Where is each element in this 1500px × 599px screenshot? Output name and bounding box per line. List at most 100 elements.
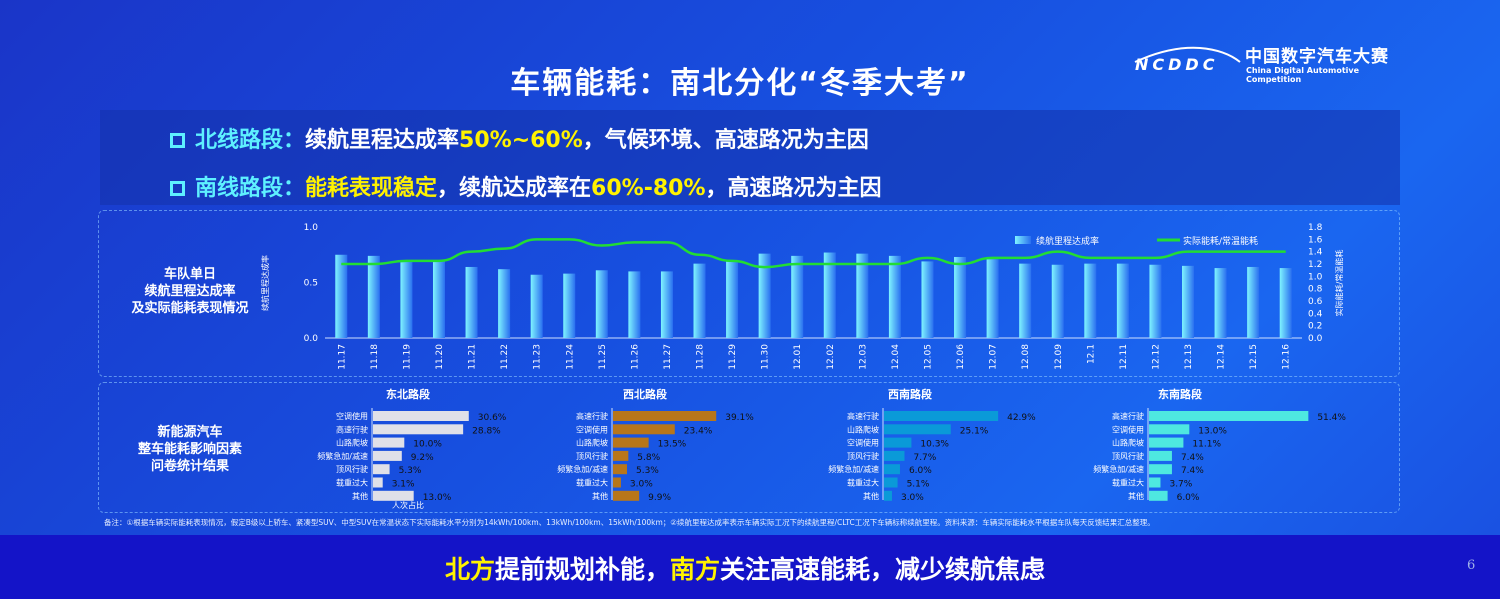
- survey-bar: [1149, 437, 1184, 448]
- survey-category: 载重过大: [336, 478, 368, 488]
- survey-bar: [884, 464, 900, 475]
- survey-value: 3.0%: [901, 493, 924, 503]
- x-tick-label: 12.03: [858, 344, 868, 370]
- survey-value: 51.4%: [1317, 413, 1346, 423]
- x-tick-label: 12.12: [1151, 344, 1161, 370]
- survey-value: 3.0%: [630, 480, 653, 490]
- survey-bar: [1149, 490, 1168, 501]
- survey-value: 5.3%: [636, 466, 659, 476]
- y2-tick-label: 0.6: [1308, 297, 1323, 307]
- survey-value: 3.1%: [392, 480, 415, 490]
- x-tick-label: 11.30: [761, 344, 771, 370]
- survey-category: 频繁急加/减速: [828, 464, 879, 474]
- survey-panel: [98, 382, 1400, 513]
- y2-tick-label: 1.8: [1308, 223, 1323, 233]
- survey-bar: [884, 437, 912, 448]
- x-tick-label: 11.23: [533, 344, 543, 370]
- survey-category: 高速行驶: [847, 411, 879, 421]
- summary-box: 北线路段：续航里程达成率50%~60%，气候环境、高速路况为主因 南线路段：能耗…: [100, 110, 1400, 205]
- survey-value: 10.0%: [413, 440, 442, 450]
- south-text: ，续航达成率在: [437, 176, 592, 201]
- survey-category: 顶风行驶: [576, 451, 608, 461]
- x-tick-label: 12.01: [793, 344, 803, 370]
- survey-value: 3.7%: [1169, 480, 1192, 490]
- survey-value: 25.1%: [960, 426, 989, 436]
- survey-bar: [373, 424, 464, 435]
- survey-category: 顶风行驶: [336, 464, 368, 474]
- x-tick-label: 12.05: [923, 344, 933, 370]
- survey-category: 载重过大: [576, 478, 608, 488]
- survey-bar: [1149, 477, 1161, 488]
- survey-bar: [1149, 424, 1190, 435]
- y-axis-label: 续航里程达成率: [260, 255, 270, 311]
- daily-chart-label: 车队单日 续航里程达成率 及实际能耗表现情况: [120, 266, 260, 317]
- y2-tick-label: 0.4: [1308, 309, 1323, 319]
- banner-highlight: 南方: [670, 555, 721, 584]
- survey-value: 30.6%: [478, 413, 507, 423]
- banner-highlight: 北方: [444, 555, 495, 584]
- x-tick-label: 12.07: [989, 344, 999, 370]
- survey-bar: [613, 411, 717, 421]
- survey-bar: [373, 411, 469, 421]
- y-tick-label: 1.0: [304, 223, 319, 233]
- survey-value: 7.4%: [1181, 466, 1204, 476]
- bar-12.12: [1149, 264, 1162, 338]
- survey-category: 空调使用: [336, 411, 368, 421]
- survey-value: 23.4%: [684, 426, 713, 436]
- legend-bar-swatch: [1015, 236, 1031, 244]
- bar-12.15: [1247, 266, 1260, 338]
- survey-value: 6.0%: [909, 466, 932, 476]
- logo-mark: NCDDC: [1135, 55, 1219, 74]
- x-tick-label: 12.14: [1217, 344, 1227, 370]
- survey-bar: [1149, 411, 1309, 421]
- south-label: 南线路段：: [195, 176, 306, 201]
- y2-tick-label: 0.8: [1308, 285, 1323, 295]
- bar-11.18: [367, 255, 380, 338]
- bar-11.26: [628, 271, 641, 338]
- x-tick-label: 12.15: [1249, 344, 1259, 370]
- survey-category: 高速行驶: [336, 424, 368, 434]
- survey-bar: [613, 477, 621, 488]
- survey-title: 东南路段: [1158, 387, 1202, 401]
- survey-category: 空调使用: [1112, 424, 1144, 434]
- x-tick-label: 12.16: [1282, 344, 1292, 370]
- bar-11.30: [758, 253, 771, 338]
- bottom-banner: [0, 535, 1500, 599]
- survey-value: 28.8%: [472, 426, 501, 436]
- survey-x-label: 人次占比: [392, 500, 424, 510]
- bar-12.02: [823, 252, 836, 338]
- x-tick-label: 11.17: [337, 344, 347, 370]
- x-tick-label: 11.18: [370, 344, 380, 370]
- y2-tick-label: 0.0: [1308, 334, 1323, 344]
- bar-11.20: [432, 261, 445, 338]
- survey-bar: [613, 437, 649, 448]
- survey-bar: [1149, 450, 1172, 461]
- bar-11.19: [400, 260, 413, 338]
- x-tick-label: 11.20: [435, 344, 445, 370]
- bar-11.24: [563, 273, 576, 338]
- survey-category: 其他: [863, 491, 879, 501]
- north-label: 北线路段：: [195, 128, 306, 153]
- x-tick-label: 11.22: [500, 344, 510, 370]
- survey-value: 9.2%: [411, 453, 434, 463]
- x-tick-label: 12.11: [1119, 344, 1129, 370]
- survey-category: 山路爬坡: [576, 438, 608, 448]
- survey-value: 13.0%: [1198, 426, 1227, 436]
- x-tick-label: 11.19: [402, 344, 412, 370]
- survey-bar: [884, 477, 898, 488]
- footnote: 备注：①根据车辆实际能耗表现情况，假定B级以上轿车、紧凑型SUV、中型SUV在常…: [104, 518, 1155, 527]
- y-tick-label: 0.0: [304, 334, 319, 344]
- survey-value: 5.1%: [907, 480, 930, 490]
- south-highlight: 能耗表现稳定: [305, 176, 438, 201]
- label-line: 新能源汽车: [157, 425, 223, 440]
- survey-bar: [373, 450, 402, 461]
- survey-category: 载重过大: [847, 478, 879, 488]
- south-highlight2: 60%-80%: [591, 176, 706, 201]
- bar-12.04: [888, 255, 901, 338]
- x-tick-label: 11.28: [696, 344, 706, 370]
- y2-tick-label: 0.2: [1308, 322, 1322, 332]
- x-tick-label: 12.13: [1184, 344, 1194, 370]
- survey-value: 9.9%: [648, 493, 671, 503]
- x-tick-label: 11.27: [663, 344, 673, 370]
- legend-line-label: 实际能耗/常温能耗: [1183, 235, 1258, 247]
